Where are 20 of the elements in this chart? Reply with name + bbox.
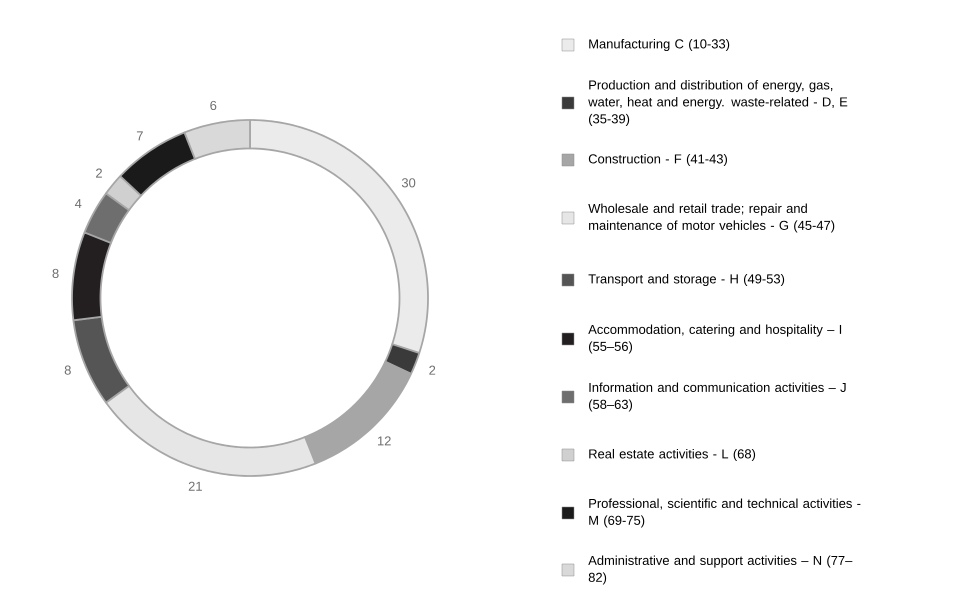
data-label: 8 — [64, 366, 71, 375]
data-label: 21 — [188, 482, 202, 491]
legend-label: Professional, scientific and technical activities - M (69-75) — [589, 498, 860, 528]
legend-label: Information and communication activities – J (58–63) — [589, 382, 846, 412]
data-label: 7 — [136, 131, 143, 140]
data-label: 2 — [429, 366, 436, 375]
legend-label: Construction - F (41-43) — [588, 154, 728, 166]
data-label: 30 — [402, 178, 416, 188]
legend-label: Accommodation, catering and hospitality – I (55–56) — [588, 324, 842, 354]
data-label: 12 — [378, 436, 391, 446]
data-label: 6 — [210, 100, 216, 110]
legend-label: Production and distribution of energy, gas, water, heat and energy. waste-related - D, E (35-39) — [588, 80, 848, 126]
legend-label: Real estate activities - L (68) — [589, 448, 756, 462]
legend-label: Wholesale and retail trade; repair and maintenance of motor vehicles - G (45-47) — [588, 203, 834, 232]
data-label: 2 — [96, 168, 102, 178]
legend-label: Administrative and support activities – N (77–82) — [588, 555, 852, 584]
legend-label: Manufacturing C (10-33) — [589, 38, 730, 52]
data-label: 4 — [74, 199, 82, 208]
data-label: 8 — [52, 268, 59, 278]
legend-label: Transport and storage - H (49-53) — [588, 274, 784, 286]
